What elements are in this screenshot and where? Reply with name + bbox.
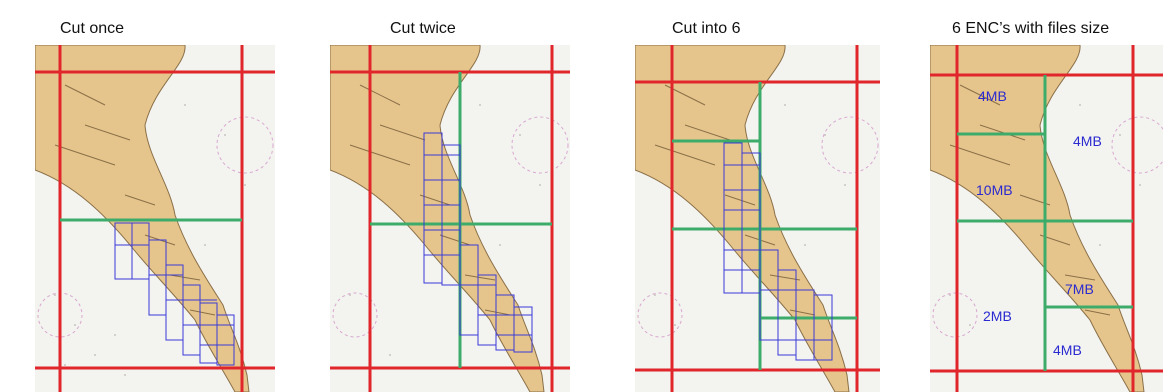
file-size-label: 10MB <box>976 182 1013 198</box>
panel-title-4: 6 ENC’s with files size <box>952 20 1110 37</box>
compass-rose <box>511 116 569 174</box>
compass-rose <box>637 292 683 338</box>
coastline-land <box>330 45 545 392</box>
panel-title-1: Cut once <box>60 20 125 37</box>
chart-panel-cut-into-6 <box>635 45 880 392</box>
file-size-label: 2MB <box>983 308 1012 324</box>
blue-grid <box>723 142 833 361</box>
compass-rose <box>332 292 378 338</box>
compass-rose <box>932 292 978 338</box>
blue-grid <box>423 132 533 353</box>
compass-rose <box>1111 116 1163 174</box>
file-size-label: 4MB <box>1053 342 1082 358</box>
compass-rose <box>216 116 274 174</box>
chart-panel-cut-twice <box>330 45 570 392</box>
sounding-dots <box>949 104 1141 326</box>
panel-title-3: Cut into 6 <box>672 20 741 37</box>
blue-grid <box>114 222 235 366</box>
file-size-label: 4MB <box>978 88 1007 104</box>
compass-rose <box>821 116 879 174</box>
panel-title-2: Cut twice <box>390 20 456 37</box>
chart-panel-cut-once <box>35 45 275 392</box>
sounding-dots <box>54 104 246 376</box>
inlets <box>349 84 511 316</box>
chart-panel-enc-file-sizes: 4MB 4MB 10MB 7MB 2MB 4MB <box>930 45 1163 392</box>
file-size-label: 7MB <box>1065 281 1094 297</box>
file-size-label: 4MB <box>1073 133 1102 149</box>
